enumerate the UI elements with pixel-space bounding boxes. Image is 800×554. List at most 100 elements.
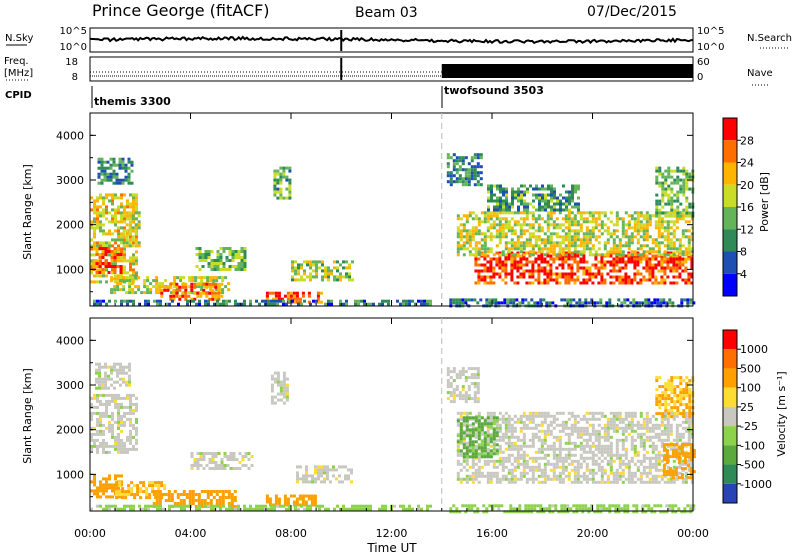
power-cell	[468, 241, 472, 245]
power-cell	[204, 299, 207, 303]
velocity-cell	[591, 432, 595, 436]
power-cell	[615, 257, 619, 261]
velocity-cell	[540, 420, 544, 424]
power-cell	[618, 260, 622, 264]
power-cell	[429, 302, 432, 306]
power-cell	[522, 263, 526, 267]
power-cell	[309, 272, 312, 276]
power-cell	[510, 257, 514, 261]
velocity-cell	[197, 499, 201, 502]
velocity-cell	[603, 438, 607, 442]
power-cell	[318, 266, 321, 270]
velocity-cell	[543, 447, 547, 451]
velocity-cell	[147, 507, 150, 511]
velocity-cell	[310, 497, 314, 501]
power-cell	[240, 302, 243, 306]
power-cell	[486, 226, 490, 230]
power-cell	[285, 196, 289, 200]
power-cell	[648, 272, 652, 276]
velocity-cell	[471, 462, 475, 466]
velocity-cell	[114, 441, 117, 445]
power-cell	[678, 275, 682, 279]
velocity-cell	[221, 493, 225, 496]
power-cell	[531, 223, 535, 227]
velocity-cell	[632, 510, 636, 514]
velocity-cell	[651, 423, 655, 427]
power-cell	[477, 263, 481, 267]
power-cell	[132, 259, 135, 263]
velocity-cell	[191, 499, 195, 502]
power-cell	[273, 193, 277, 197]
velocity-cell	[279, 392, 283, 396]
power-cell	[100, 181, 104, 185]
power-cell	[573, 229, 577, 233]
power-cell	[544, 202, 547, 206]
power-cell	[565, 205, 568, 209]
power-cell	[520, 199, 523, 203]
velocity-cell	[510, 471, 514, 475]
velocity-cell	[642, 465, 646, 469]
velocity-cell	[585, 450, 589, 454]
velocity-cell	[102, 492, 105, 496]
velocity-cell	[621, 468, 625, 472]
velocity-cell	[93, 444, 96, 448]
velocity-cell	[603, 426, 607, 430]
power-cell	[122, 241, 126, 245]
power-cell	[295, 300, 299, 304]
velocity-cell	[164, 493, 168, 496]
power-cell	[456, 241, 460, 245]
power-cell	[528, 235, 532, 239]
velocity-cell	[552, 474, 556, 478]
velocity-cell	[120, 402, 123, 406]
power-cell	[567, 220, 571, 224]
velocity-cell	[132, 423, 135, 427]
power-cell	[670, 205, 674, 209]
velocity-cell	[609, 456, 613, 460]
power-cell	[200, 276, 204, 280]
power-cell	[243, 299, 246, 303]
power-cell	[449, 180, 453, 184]
power-cell	[661, 193, 665, 197]
velocity-cell	[516, 417, 520, 421]
power-cell	[632, 298, 636, 302]
velocity-cell	[573, 426, 577, 430]
power-cell	[549, 232, 553, 236]
power-cell	[297, 269, 300, 273]
velocity-cell	[95, 386, 98, 390]
power-cell	[501, 232, 505, 236]
power-cell	[222, 268, 226, 271]
velocity-cell	[130, 490, 134, 494]
velocity-cell	[578, 504, 582, 508]
velocity-cell	[477, 456, 481, 460]
power-cell	[135, 256, 138, 260]
velocity-cell	[555, 447, 559, 451]
velocity-cell	[576, 459, 580, 463]
velocity-cell	[597, 429, 601, 433]
power-cell	[327, 275, 330, 279]
power-cell	[489, 214, 493, 218]
velocity-cell	[501, 459, 505, 463]
power-cell	[661, 211, 665, 215]
velocity-cell	[429, 504, 432, 508]
power-cell	[576, 266, 580, 270]
velocity-cell	[591, 462, 595, 466]
velocity-cell	[522, 420, 526, 424]
power-cell	[300, 263, 303, 267]
power-cell	[351, 260, 354, 264]
velocity-cell	[117, 441, 120, 445]
power-cell	[483, 275, 487, 279]
velocity-cell	[554, 507, 558, 511]
power-cell	[579, 229, 583, 233]
power-cell	[545, 301, 549, 305]
velocity-cell	[642, 432, 646, 436]
velocity-cell	[98, 371, 101, 375]
power-cell	[135, 262, 138, 266]
power-cell	[669, 269, 673, 273]
power-cell	[120, 259, 123, 263]
velocity-cell	[301, 500, 305, 504]
power-cell	[660, 266, 664, 270]
velocity-cell	[524, 504, 528, 508]
velocity-cell	[98, 377, 101, 381]
power-cell	[534, 238, 538, 242]
power-cell	[498, 229, 502, 233]
